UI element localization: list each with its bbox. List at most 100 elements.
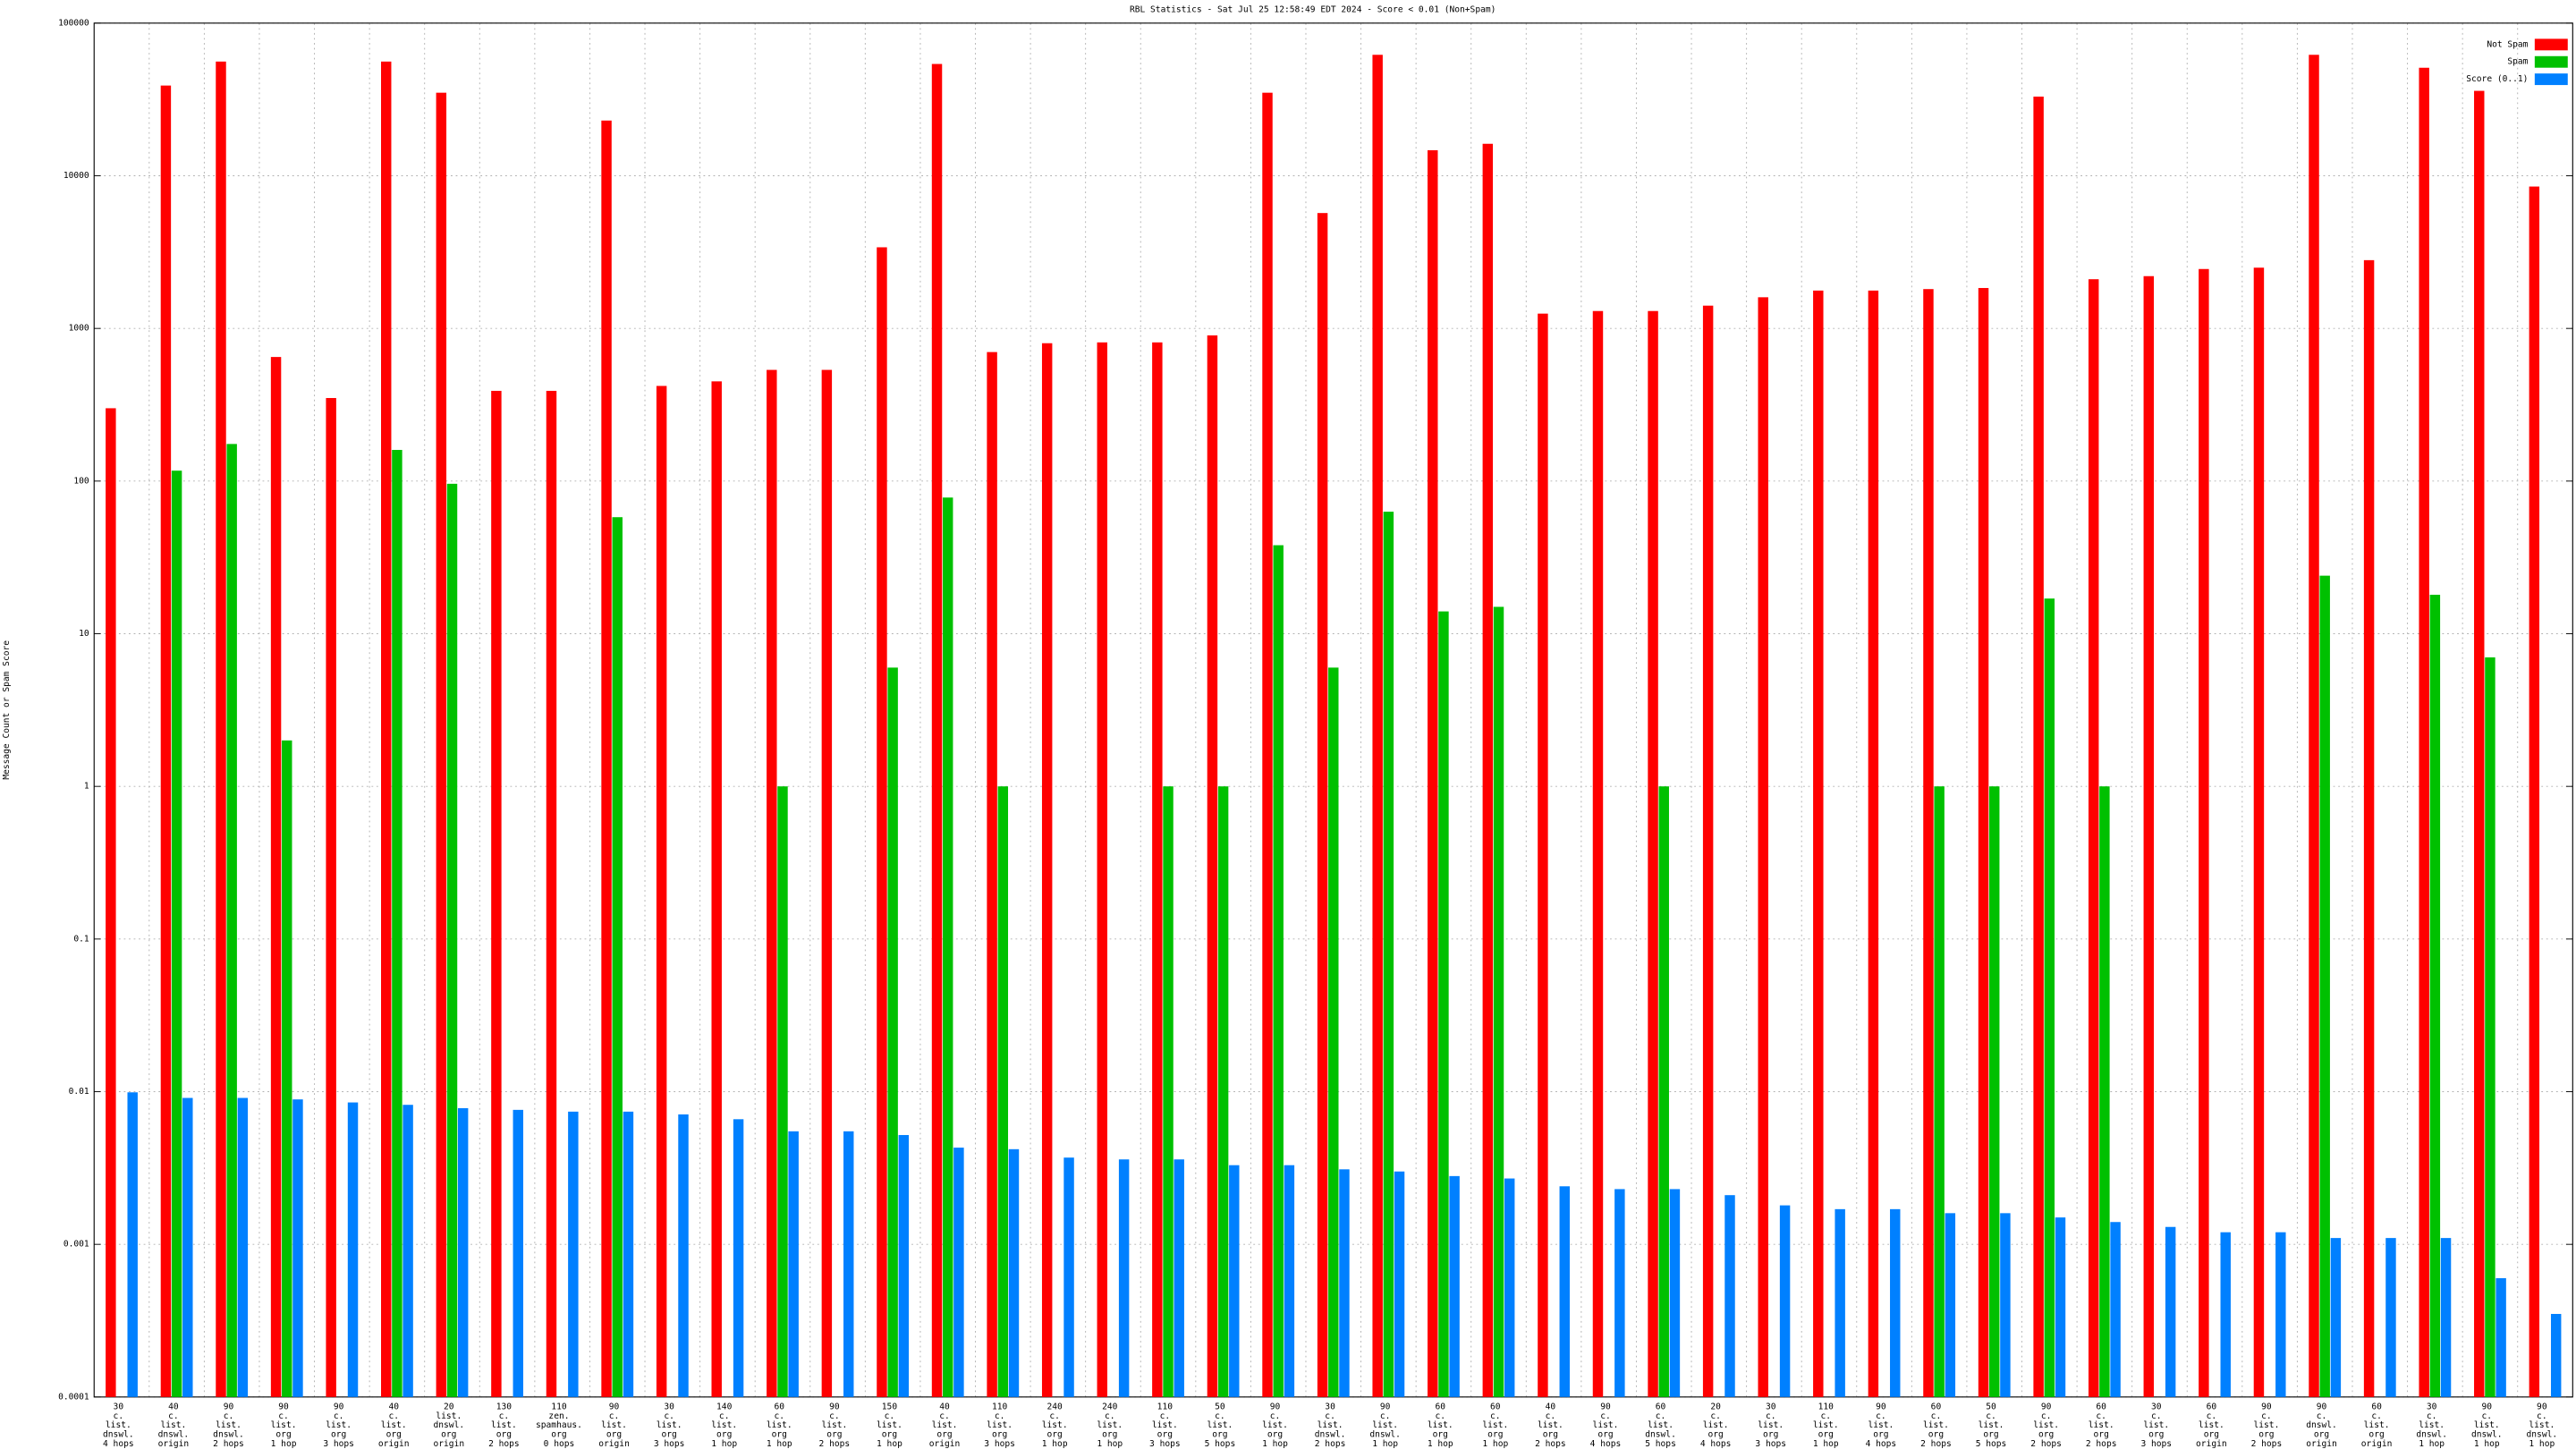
x-tick-label: list. <box>1152 1420 1178 1430</box>
y-tick-label: 100000 <box>58 18 89 28</box>
x-tick-label: list. <box>877 1420 902 1430</box>
bar <box>1482 143 1494 1397</box>
x-tick-label: 90 <box>2481 1402 2492 1411</box>
x-tick-label: c. <box>2317 1411 2327 1421</box>
x-tick-label: 30 <box>1325 1402 1335 1411</box>
x-tick-label: 40 <box>939 1402 950 1411</box>
x-tick-label: c. <box>719 1411 730 1421</box>
x-tick-label: org <box>1157 1429 1173 1439</box>
x-tick-label: c. <box>609 1411 620 1421</box>
x-tick-label: 40 <box>168 1402 179 1411</box>
x-tick-label: c. <box>168 1411 179 1421</box>
y-tick-label: 0.01 <box>69 1087 89 1097</box>
x-tick-label: c. <box>2041 1411 2052 1421</box>
x-tick-label: dnswl. <box>2416 1429 2447 1439</box>
x-tick-label: c. <box>114 1411 124 1421</box>
x-tick-label: 5 hops <box>1976 1439 2007 1449</box>
bar <box>2485 657 2496 1397</box>
x-tick-label: list. <box>491 1420 517 1430</box>
x-tick-label: 1 hop <box>767 1439 792 1449</box>
x-tick-label: list. <box>657 1420 682 1430</box>
bar <box>1383 512 1394 1397</box>
bar <box>2474 90 2485 1397</box>
x-tick-label: org <box>2314 1429 2329 1439</box>
x-tick-label: 3 hops <box>1149 1439 1181 1449</box>
bar <box>733 1119 744 1397</box>
bar <box>612 517 623 1397</box>
x-tick-label: list. <box>436 1411 462 1421</box>
x-tick-label: origin <box>929 1439 961 1449</box>
bar <box>381 61 392 1397</box>
x-tick-label: c. <box>1876 1411 1886 1421</box>
bar <box>1493 606 1504 1397</box>
x-tick-label: origin <box>434 1439 465 1449</box>
x-tick-label: 3 hops <box>654 1439 685 1449</box>
bar <box>237 1097 249 1397</box>
y-tick-label: 10000 <box>64 171 89 181</box>
x-tick-label: list. <box>711 1420 737 1430</box>
x-tick-label: c. <box>1710 1411 1721 1421</box>
x-tick-label: c. <box>775 1411 785 1421</box>
x-tick-label: list. <box>2199 1420 2224 1430</box>
x-tick-label: 90 <box>609 1402 620 1411</box>
bar <box>1008 1148 1020 1397</box>
x-tick-label: 90 <box>2041 1402 2052 1411</box>
x-tick-label: list. <box>326 1420 352 1430</box>
x-tick-label: 150 <box>882 1402 898 1411</box>
x-tick-label: c. <box>1600 1411 1611 1421</box>
x-tick-label: 1 hop <box>877 1439 902 1449</box>
x-tick-label: c. <box>278 1411 289 1421</box>
x-tick-label: list. <box>2033 1420 2059 1430</box>
x-tick-label: dnswl. <box>2306 1420 2337 1430</box>
x-tick-label: org <box>2204 1429 2219 1439</box>
x-tick-label: org <box>2094 1429 2109 1439</box>
x-tick-label: dnswl. <box>2471 1429 2503 1439</box>
bar <box>711 381 722 1397</box>
x-tick-label: origin <box>2196 1439 2227 1449</box>
bar <box>1890 1208 1901 1397</box>
x-tick-label: 50 <box>1986 1402 1996 1411</box>
bar <box>1923 289 1934 1397</box>
x-tick-label: list. <box>1868 1420 1894 1430</box>
x-tick-label: c. <box>939 1411 950 1421</box>
x-tick-label: 110 <box>1157 1402 1174 1411</box>
x-tick-label: list. <box>160 1420 186 1430</box>
x-tick-label: org <box>1928 1429 1944 1439</box>
x-tick-label: list. <box>1813 1420 1839 1430</box>
bar <box>1207 335 1218 1397</box>
x-tick-label: 1 hop <box>2419 1439 2445 1449</box>
x-tick-label: org <box>1212 1429 1227 1439</box>
x-tick-label: 5 hops <box>1645 1439 1676 1449</box>
bar <box>457 1107 469 1397</box>
x-tick-label: c. <box>1380 1411 1391 1421</box>
bar <box>2044 598 2055 1397</box>
x-tick-label: list. <box>216 1420 242 1430</box>
x-tick-label: org <box>1487 1429 1503 1439</box>
bar <box>546 390 557 1397</box>
x-tick-label: 30 <box>664 1402 674 1411</box>
bar <box>347 1102 359 1397</box>
x-tick-label: dnswl. <box>2527 1429 2558 1439</box>
bar <box>2529 186 2540 1397</box>
bar <box>2496 1278 2506 1397</box>
bar <box>2055 1217 2066 1397</box>
bar <box>491 390 502 1397</box>
x-tick-label: c. <box>1931 1411 1942 1421</box>
y-axis-label: Message Count or Spam Score <box>2 640 12 780</box>
x-tick-label: origin <box>598 1439 630 1449</box>
x-tick-label: list. <box>1703 1420 1729 1430</box>
bar <box>226 444 237 1397</box>
x-tick-label: org <box>826 1429 842 1439</box>
bar <box>2429 594 2441 1397</box>
x-tick-label: list. <box>2419 1420 2445 1430</box>
x-tick-label: c. <box>1105 1411 1115 1421</box>
bar <box>1989 786 2000 1397</box>
x-tick-label: 1 hop <box>1813 1439 1839 1449</box>
bar <box>953 1148 964 1397</box>
x-tick-label: 3 hops <box>2140 1439 2172 1449</box>
x-tick-label: 90 <box>334 1402 344 1411</box>
x-tick-label: 4 hops <box>1590 1439 1622 1449</box>
bar <box>2309 55 2319 1397</box>
x-tick-label: 5 hops <box>1205 1439 1236 1449</box>
bar <box>1339 1169 1350 1397</box>
